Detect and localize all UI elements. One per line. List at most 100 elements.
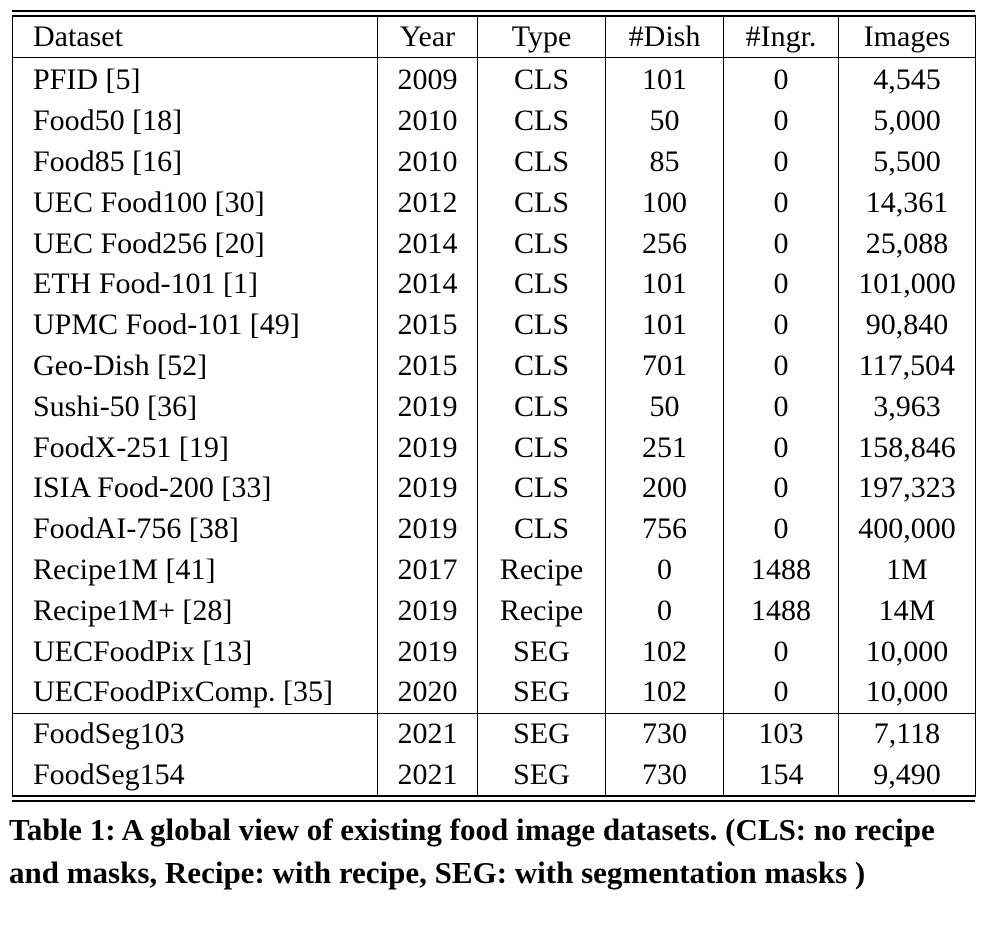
cell-dish-count: 101 [605, 304, 724, 346]
cell-ingredient-count: 154 [723, 754, 839, 798]
cell-ingredient-count: 0 [723, 467, 839, 509]
cell-dataset: ETH Food-101 [1] [12, 263, 378, 305]
cell-images: 5,500 [838, 141, 976, 183]
table-row: UECFoodPixComp. [35] 2020 SEG 102 0 10,000 [12, 671, 976, 714]
cell-year: 2012 [377, 182, 478, 224]
cell-dish-count: 200 [605, 467, 724, 509]
cell-type: CLS [477, 141, 606, 183]
cell-dish-count: 102 [605, 671, 724, 714]
header-dish-count: #Dish [605, 15, 724, 58]
cell-dataset: FoodSeg103 [12, 712, 378, 755]
cell-dataset: FoodX-251 [19] [12, 427, 378, 468]
table-row: UEC Food256 [20] 2014 CLS 256 0 25,088 [12, 223, 976, 264]
cell-type: CLS [477, 427, 606, 468]
cell-year: 2014 [377, 263, 478, 305]
cell-ingredient-count: 0 [723, 304, 839, 346]
cell-year: 2010 [377, 141, 478, 183]
cell-year: 2019 [377, 467, 478, 509]
cell-ingredient-count: 0 [723, 100, 839, 142]
cell-dish-count: 701 [605, 345, 724, 387]
cell-images: 1M [838, 549, 976, 591]
table-row: Sushi-50 [36] 2019 CLS 50 0 3,963 [12, 386, 976, 428]
header-year: Year [377, 15, 478, 58]
table-row: UEC Food100 [30] 2012 CLS 100 0 14,361 [12, 182, 976, 224]
cell-dataset: UECFoodPix [13] [12, 631, 378, 672]
cell-year: 2017 [377, 549, 478, 591]
cell-type: SEG [477, 671, 606, 714]
table-row: UPMC Food-101 [49] 2015 CLS 101 0 90,840 [12, 304, 976, 346]
cell-dataset: UPMC Food-101 [49] [12, 304, 378, 346]
cell-images: 9,490 [838, 754, 976, 798]
cell-images: 101,000 [838, 263, 976, 305]
header-type: Type [477, 15, 606, 58]
cell-year: 2020 [377, 671, 478, 714]
cell-ingredient-count: 103 [723, 712, 839, 755]
cell-dish-count: 101 [605, 263, 724, 305]
cell-type: CLS [477, 508, 606, 550]
cell-images: 90,840 [838, 304, 976, 346]
cell-dataset: ISIA Food-200 [33] [12, 467, 378, 509]
cell-type: SEG [477, 712, 606, 755]
table-caption: Table 1: A global view of existing food … [9, 812, 935, 890]
cell-dish-count: 0 [605, 549, 724, 591]
cell-images: 5,000 [838, 100, 976, 142]
cell-year: 2019 [377, 590, 478, 632]
cell-year: 2019 [377, 386, 478, 428]
table-row: Food50 [18] 2010 CLS 50 0 5,000 [12, 100, 976, 142]
cell-images: 14,361 [838, 182, 976, 224]
cell-type: CLS [477, 100, 606, 142]
cell-type: CLS [477, 345, 606, 387]
cell-ingredient-count: 0 [723, 671, 839, 714]
table-row: ISIA Food-200 [33] 2019 CLS 200 0 197,323 [12, 467, 976, 509]
header-dataset: Dataset [12, 15, 378, 58]
cell-ingredient-count: 0 [723, 223, 839, 264]
header-images: Images [838, 15, 976, 58]
cell-images: 4,545 [838, 57, 976, 101]
cell-dish-count: 100 [605, 182, 724, 224]
cell-dish-count: 730 [605, 754, 724, 798]
cell-type: CLS [477, 304, 606, 346]
table-row: Food85 [16] 2010 CLS 85 0 5,500 [12, 141, 976, 183]
cell-images: 400,000 [838, 508, 976, 550]
cell-type: CLS [477, 57, 606, 101]
cell-dish-count: 0 [605, 590, 724, 632]
cell-year: 2015 [377, 345, 478, 387]
cell-ingredient-count: 0 [723, 631, 839, 672]
cell-dish-count: 50 [605, 100, 724, 142]
table-bottom-rule [12, 800, 975, 803]
cell-dataset: FoodSeg154 [12, 754, 378, 798]
table-row: Recipe1M+ [28] 2019 Recipe 0 1488 14M [12, 590, 976, 632]
cell-dataset: UEC Food256 [20] [12, 223, 378, 264]
cell-dataset: FoodAI-756 [38] [12, 508, 378, 550]
cell-ingredient-count: 0 [723, 386, 839, 428]
cell-dataset: Geo-Dish [52] [12, 345, 378, 387]
cell-year: 2014 [377, 223, 478, 264]
cell-type: Recipe [477, 549, 606, 591]
table-top-rule [12, 10, 975, 12]
cell-type: CLS [477, 263, 606, 305]
cell-type: Recipe [477, 590, 606, 632]
cell-year: 2009 [377, 57, 478, 101]
cell-dataset: Sushi-50 [36] [12, 386, 378, 428]
cell-ingredient-count: 1488 [723, 590, 839, 632]
cell-images: 3,963 [838, 386, 976, 428]
cell-dataset: Recipe1M [41] [12, 549, 378, 591]
cell-year: 2021 [377, 754, 478, 798]
cell-dataset: Recipe1M+ [28] [12, 590, 378, 632]
cell-dataset: Food50 [18] [12, 100, 378, 142]
cell-images: 14M [838, 590, 976, 632]
cell-dataset: UEC Food100 [30] [12, 182, 378, 224]
dataset-table: Dataset Year Type #Dish #Ingr. Images PF… [12, 15, 976, 798]
cell-year: 2015 [377, 304, 478, 346]
cell-dish-count: 50 [605, 386, 724, 428]
cell-dish-count: 101 [605, 57, 724, 101]
cell-type: CLS [477, 182, 606, 224]
table-body: PFID [5] 2009 CLS 101 0 4,545 Food50 [18] 2010 C… [12, 57, 976, 798]
cell-ingredient-count: 0 [723, 263, 839, 305]
table-row: Geo-Dish [52] 2015 CLS 701 0 117,504 [12, 345, 976, 387]
cell-type: CLS [477, 386, 606, 428]
table-row: FoodX-251 [19] 2019 CLS 251 0 158,846 [12, 427, 976, 468]
cell-ingredient-count: 0 [723, 508, 839, 550]
table-row: PFID [5] 2009 CLS 101 0 4,545 [12, 57, 976, 101]
cell-dish-count: 85 [605, 141, 724, 183]
